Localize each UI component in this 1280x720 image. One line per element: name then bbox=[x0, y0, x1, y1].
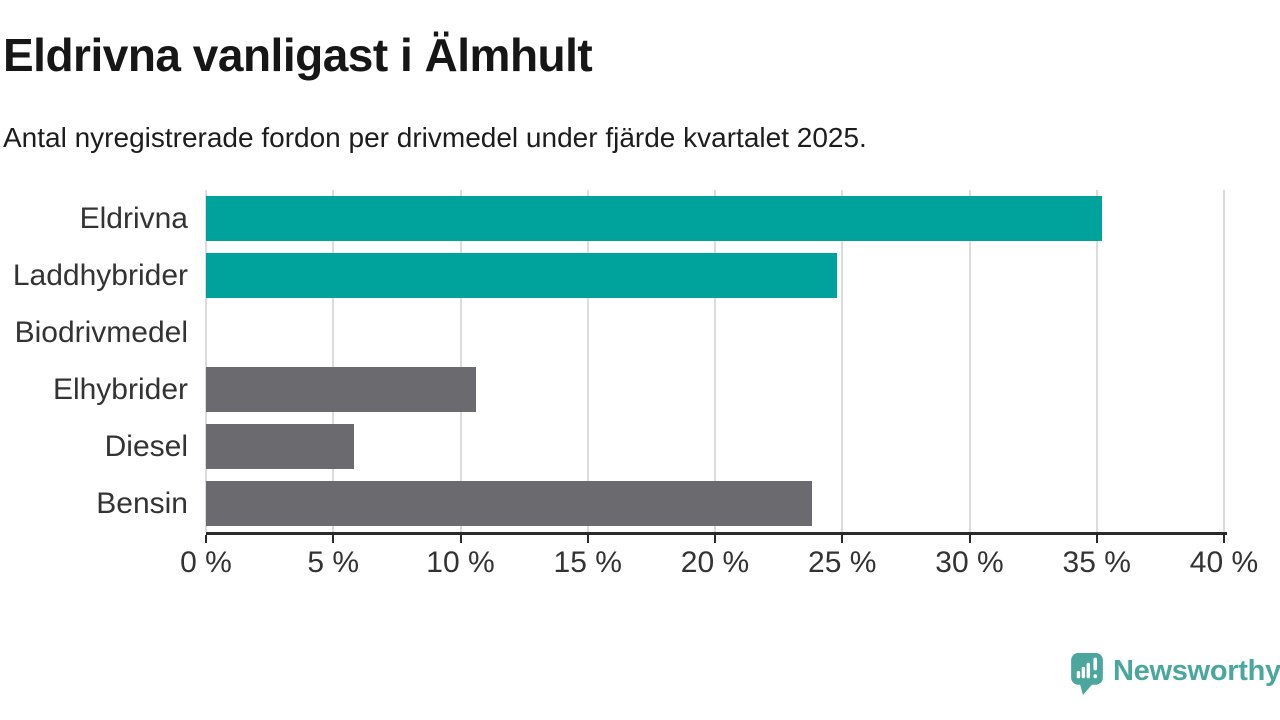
x-tick-label-15: 15 % bbox=[553, 546, 622, 579]
gridline-20 bbox=[714, 190, 716, 532]
x-tick-label-5: 5 % bbox=[307, 546, 360, 579]
x-tick-35 bbox=[1095, 535, 1098, 543]
x-axis-line bbox=[206, 532, 1227, 535]
gridline-30 bbox=[968, 190, 971, 532]
x-tick-label-10: 10 % bbox=[426, 546, 495, 579]
chart-title: Eldrivna vanligast i Älmhult bbox=[3, 29, 593, 81]
bar-elhybrider bbox=[206, 367, 476, 412]
y-label-biodrivmedel: Biodrivmedel bbox=[14, 316, 188, 349]
gridline-35 bbox=[1095, 190, 1098, 532]
x-tick-5 bbox=[332, 535, 335, 543]
x-tick-label-25: 25 % bbox=[808, 546, 877, 579]
gridline-10 bbox=[459, 190, 462, 532]
x-tick-label-20: 20 % bbox=[680, 546, 750, 579]
newsworthy-logo: Newsworthy bbox=[1071, 653, 1280, 701]
bar-chart-plot bbox=[205, 190, 1225, 532]
x-tick-label-40: 40 % bbox=[1189, 546, 1259, 579]
y-label-eldrivna: Eldrivna bbox=[79, 202, 188, 235]
y-label-bensin: Bensin bbox=[96, 487, 188, 520]
y-label-laddhybrider: Laddhybrider bbox=[12, 259, 188, 292]
x-tick-label-0: 0 % bbox=[180, 546, 232, 579]
x-tick-10 bbox=[459, 535, 462, 543]
newsworthy-wordmark: Newsworthy bbox=[1113, 655, 1280, 687]
x-tick-30 bbox=[968, 535, 971, 543]
x-tick-15 bbox=[586, 535, 589, 543]
y-label-elhybrider: Elhybrider bbox=[52, 373, 188, 406]
x-tick-label-30: 30 % bbox=[935, 546, 1004, 579]
gridline-40 bbox=[1223, 190, 1225, 532]
x-tick-label-35: 35 % bbox=[1062, 546, 1131, 579]
newsworthy-speech-bubble-bar-chart-icon bbox=[1071, 653, 1103, 701]
bar-laddhybrider bbox=[206, 253, 838, 298]
gridline-0 bbox=[205, 190, 207, 532]
x-tick-40 bbox=[1223, 535, 1225, 543]
y-label-diesel: Diesel bbox=[104, 430, 188, 463]
x-tick-0 bbox=[205, 535, 207, 543]
chart-subtitle: Antal nyregistrerade fordon per drivmede… bbox=[3, 122, 867, 153]
x-tick-25 bbox=[841, 535, 844, 543]
bar-eldrivna bbox=[206, 196, 1102, 241]
gridline-25 bbox=[841, 190, 844, 532]
x-tick-20 bbox=[714, 535, 716, 543]
bar-diesel bbox=[206, 424, 354, 469]
gridline-5 bbox=[332, 190, 335, 532]
gridline-15 bbox=[586, 190, 589, 532]
bar-bensin bbox=[206, 481, 812, 526]
